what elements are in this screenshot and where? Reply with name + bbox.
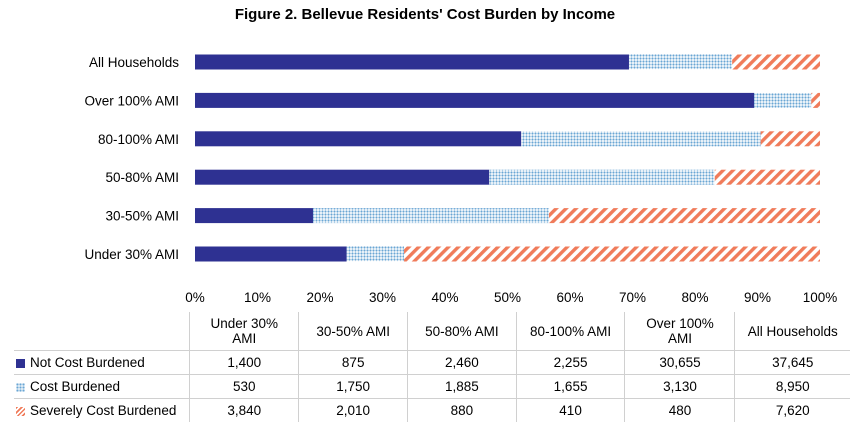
table-cell: 2,460	[407, 350, 517, 375]
bar-segment	[521, 131, 761, 147]
category-label: All Households	[89, 55, 179, 70]
x-tick-label: 30%	[369, 290, 396, 305]
table-column-header: Under 30% AMI	[189, 312, 300, 351]
bar-segment	[195, 169, 490, 185]
chart-title: Figure 2. Bellevue Residents' Cost Burde…	[234, 6, 616, 23]
x-tick-label: 70%	[619, 290, 646, 305]
table-cell: 3,130	[624, 374, 736, 399]
category-label: 80-100% AMI	[98, 132, 179, 147]
x-tick-label: 100%	[803, 290, 838, 305]
x-tick-label: 10%	[244, 290, 271, 305]
table-row: Severely Cost Burdened 3,840 2,010 880 410 48…	[14, 398, 850, 422]
x-tick-label: 90%	[744, 290, 771, 305]
bar-segment	[195, 208, 313, 224]
x-tick-label: 80%	[681, 290, 708, 305]
bar-segment	[404, 246, 820, 262]
category-label: Over 100% AMI	[84, 93, 179, 108]
x-tick-label: 20%	[306, 290, 333, 305]
chart-plot: All Households Over 100% AMI 80-100% AMI 50…	[84, 54, 838, 305]
bar-segment	[489, 169, 715, 185]
table-cell: 2,010	[298, 398, 409, 422]
bar-segment	[312, 208, 549, 224]
table-corner	[14, 312, 191, 351]
bar-segment	[714, 169, 820, 185]
table-column-header: 80-100% AMI	[516, 312, 626, 351]
legend-label: Cost Burdened	[30, 379, 121, 394]
category-label: 50-80% AMI	[105, 170, 179, 185]
table-header-row: Under 30% AMI 30-50% AMI 50-80% AMI 80-100%…	[14, 312, 850, 351]
legend-entry: Cost Burdened	[14, 374, 191, 399]
table-cell: 1,655	[516, 374, 626, 399]
bar-segment	[760, 131, 820, 147]
bar-segment	[195, 131, 522, 147]
bar-segment	[195, 54, 629, 70]
table-column-header: All Households	[734, 312, 850, 351]
x-tick-label: 50%	[494, 290, 521, 305]
table-cell: 8,950	[734, 374, 850, 399]
legend-entry: Severely Cost Burdened	[14, 398, 191, 422]
table-cell: 880	[407, 398, 517, 422]
bar-segment	[628, 54, 733, 70]
table-row: Not Cost Burdened 1,400 875 2,460 2,255 30,65…	[14, 350, 850, 375]
table-cell: 875	[298, 350, 409, 375]
legend-swatch	[16, 382, 25, 392]
table-column-header: 30-50% AMI	[298, 312, 409, 351]
bar-segment	[754, 92, 812, 108]
legend-label: Not Cost Burdened	[30, 355, 145, 370]
table-column-header: Over 100% AMI	[624, 312, 736, 351]
data-table: Under 30% AMI 30-50% AMI 50-80% AMI 80-100%…	[14, 312, 850, 422]
table-cell: 530	[189, 374, 300, 399]
table-cell: 1,400	[189, 350, 300, 375]
bar-segment	[195, 92, 755, 108]
table-cell: 30,655	[624, 350, 736, 375]
table-cell: 410	[516, 398, 626, 422]
category-label: 30-50% AMI	[105, 209, 179, 224]
bar-segment	[732, 54, 820, 70]
x-tick-label: 60%	[556, 290, 583, 305]
table-cell: 2,255	[516, 350, 626, 375]
category-label: Under 30% AMI	[84, 247, 179, 262]
table-cell: 7,620	[775, 403, 810, 418]
table-cell: 1,750	[298, 374, 409, 399]
legend-label: Severely Cost Burdened	[30, 403, 177, 418]
legend-swatch	[16, 406, 25, 416]
bar-segment	[346, 246, 405, 262]
bar-segment	[548, 208, 820, 224]
table-column-header: 50-80% AMI	[407, 312, 517, 351]
table-cell: 37,645	[734, 350, 850, 375]
table-cell: 480	[624, 398, 736, 422]
legend-entry: Not Cost Burdened	[14, 350, 191, 375]
bar-segment	[195, 246, 347, 262]
legend-swatch	[16, 358, 25, 368]
bar-segment	[811, 92, 820, 108]
table-cell: 1,885	[407, 374, 517, 399]
x-tick-label: 0%	[185, 290, 205, 305]
x-tick-label: 40%	[431, 290, 458, 305]
table-row: Cost Burdened 530 1,750 1,885 1,655 3,130 8,95…	[14, 374, 850, 399]
table-cell: 3,840	[189, 398, 300, 422]
